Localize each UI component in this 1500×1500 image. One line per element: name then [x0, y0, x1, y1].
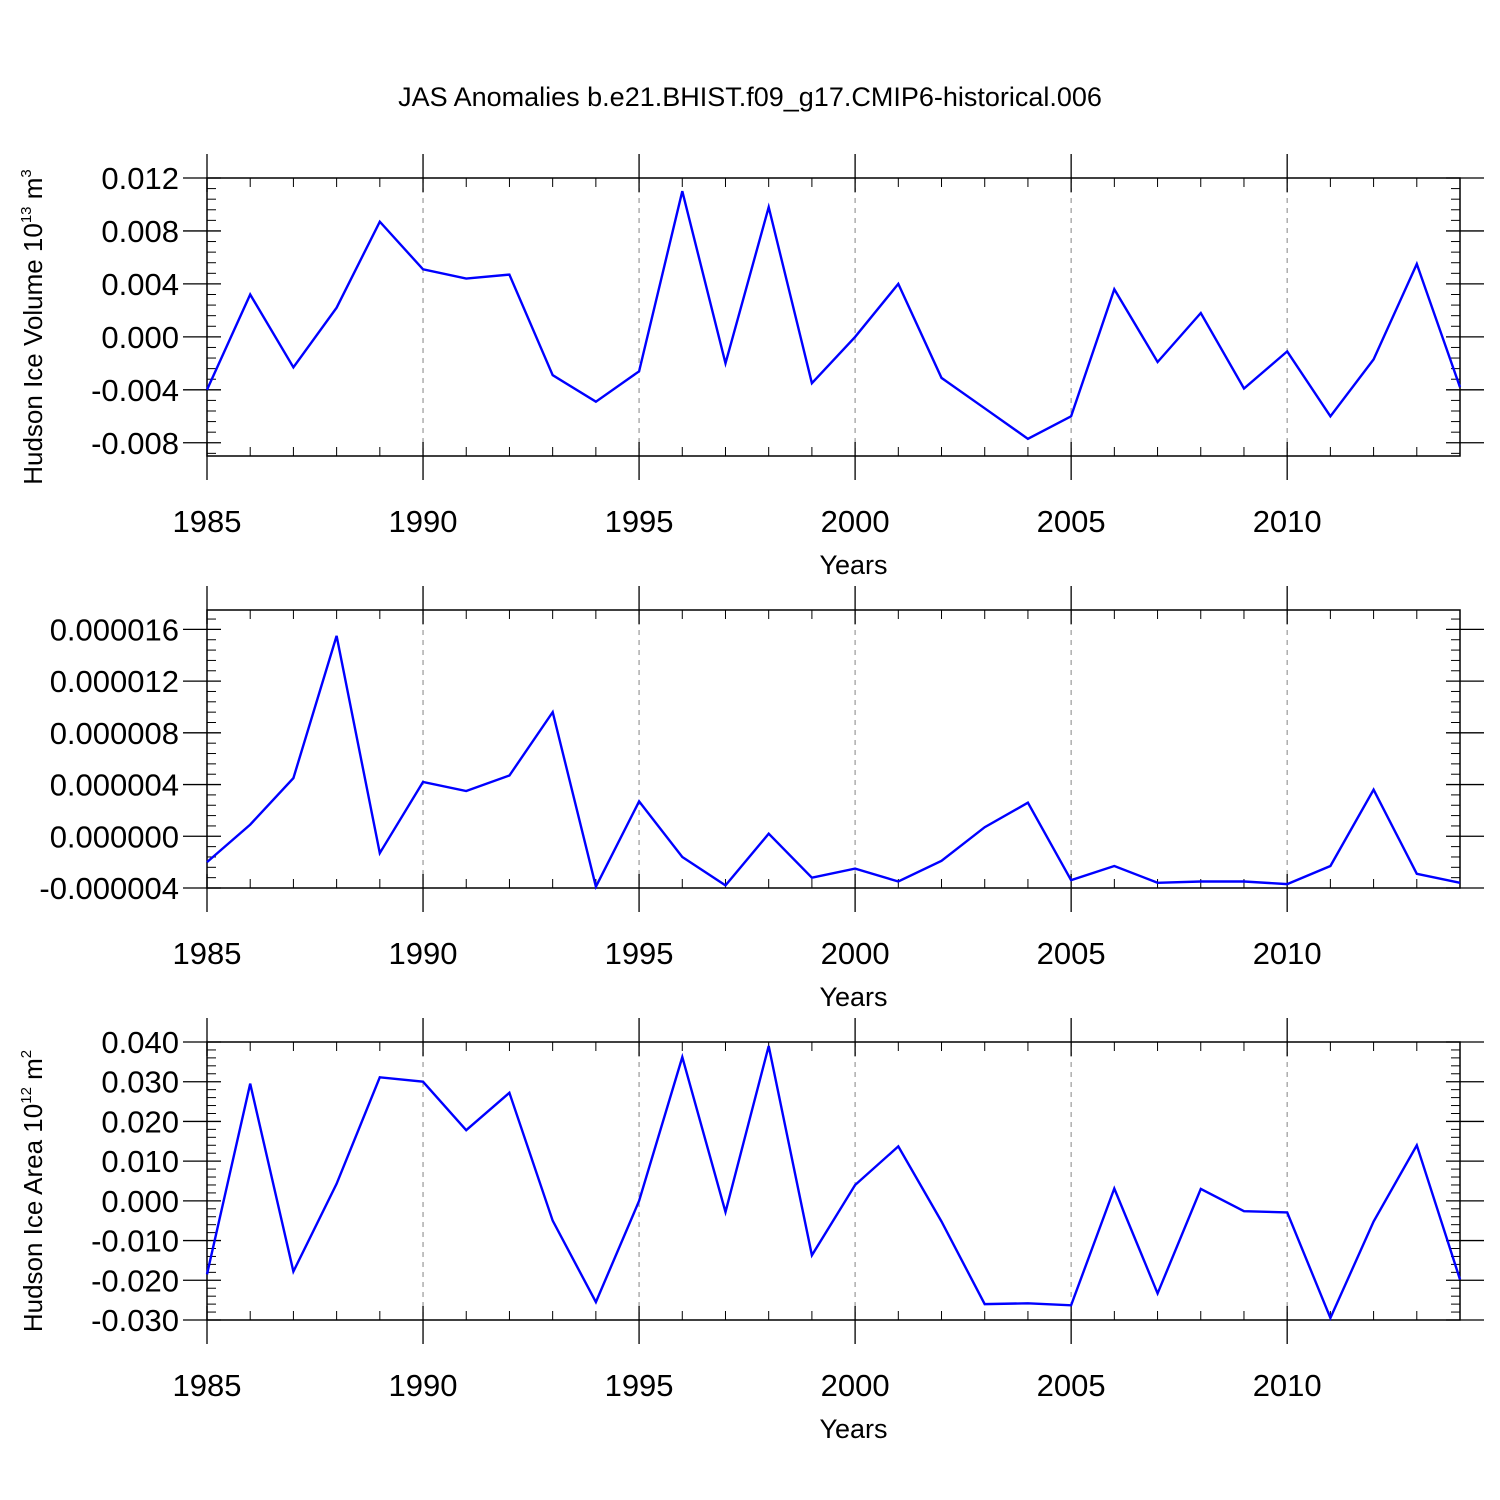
y-tick-label: -0.008 — [91, 426, 179, 461]
chart-panel-2: 1985 1990 1995 2000 2005 2010 0.000016 0.000012… — [39, 586, 1484, 1012]
x-tick-label-1995: 1995 — [605, 504, 674, 539]
y-axis-label: Hudson Ice Area 1012 m2 — [18, 1050, 48, 1332]
y-tick-label: 0.000 — [101, 320, 179, 355]
y-tick-label: 0.000 — [101, 1184, 179, 1219]
y-tick-label: -0.010 — [91, 1224, 179, 1259]
y-tick-label: -0.000004 — [39, 871, 179, 906]
x-tick-label-1985: 1985 — [173, 936, 242, 971]
y-tick-label: 0.008 — [101, 214, 179, 249]
y-axis-label: Hudson Ice Volume 1013 m3 — [18, 169, 48, 485]
y-tick-label: 0.012 — [101, 161, 179, 196]
x-tick-label-2005: 2005 — [1037, 1368, 1106, 1403]
figure-title: JAS Anomalies b.e21.BHIST.f09_g17.CMIP6-… — [398, 82, 1102, 112]
x-tick-label-1985: 1985 — [173, 1368, 242, 1403]
series-line-1 — [205, 1045, 1462, 1322]
x-tick-label-2000: 2000 — [821, 1368, 890, 1403]
plot-frame — [206, 1041, 1461, 1321]
y-tick-label: 0.000012 — [50, 664, 179, 699]
x-tick-label-1995: 1995 — [605, 1368, 674, 1403]
plot-frame — [206, 609, 1461, 889]
series-line-1 — [206, 635, 1461, 891]
chart-panel-1: 1985 1990 1995 2000 2005 2010 0.012 0.008 0.004 0… — [18, 154, 1484, 580]
y-tick-label: 0.000008 — [50, 716, 179, 751]
series-line-1 — [205, 190, 1462, 441]
y-tick-label: 0.004 — [101, 267, 179, 302]
x-axis-label: Years — [819, 550, 887, 580]
plot-frame — [206, 177, 1461, 457]
chart-panel-3: 1985 1990 1995 2000 2005 2010 0.040 0.030 0.020 0… — [18, 1018, 1484, 1444]
x-tick-label-2005: 2005 — [1037, 936, 1106, 971]
y-tick-label: 0.020 — [101, 1104, 179, 1139]
y-tick-label: -0.020 — [91, 1263, 179, 1298]
x-axis-label: Years — [819, 982, 887, 1012]
x-tick-label-1990: 1990 — [389, 504, 458, 539]
x-tick-label-2010: 2010 — [1253, 936, 1322, 971]
y-tick-label: -0.004 — [91, 373, 179, 408]
x-tick-label-2000: 2000 — [821, 936, 890, 971]
y-tick-label: -0.030 — [91, 1303, 179, 1338]
x-tick-label-1985: 1985 — [173, 504, 242, 539]
y-tick-label: 0.040 — [101, 1025, 179, 1060]
y-tick-label: 0.000000 — [50, 819, 179, 854]
x-tick-label-2000: 2000 — [821, 504, 890, 539]
x-tick-label-2010: 2010 — [1253, 504, 1322, 539]
panels: 1985 1990 1995 2000 2005 2010 0.012 0.008 0.004 0… — [18, 154, 1484, 1444]
x-tick-label-2010: 2010 — [1253, 1368, 1322, 1403]
x-tick-label-1995: 1995 — [605, 936, 674, 971]
x-tick-label-2005: 2005 — [1037, 504, 1106, 539]
y-tick-label: 0.030 — [101, 1065, 179, 1100]
y-tick-label: 0.010 — [101, 1144, 179, 1179]
y-tick-label: 0.000016 — [50, 612, 179, 647]
x-axis-label: Years — [819, 1414, 887, 1444]
y-tick-label: 0.000004 — [50, 768, 179, 803]
x-tick-label-1990: 1990 — [389, 936, 458, 971]
x-tick-label-1990: 1990 — [389, 1368, 458, 1403]
